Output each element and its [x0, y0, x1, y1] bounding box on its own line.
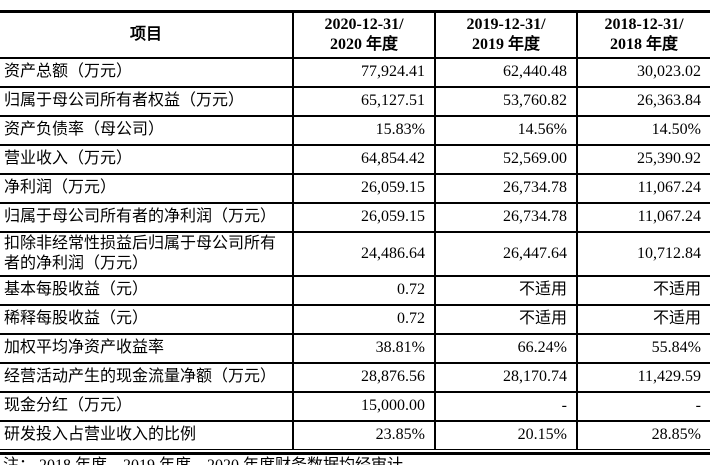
table-header-row: 项目 2020-12-31/ 2020 年度 2019-12-31/ 2019 …	[0, 11, 710, 59]
row-label-cell: 基本每股收益（元）	[0, 275, 293, 306]
value-2018-cell: 11,429.59	[576, 362, 710, 393]
header-period-2019-line1: 2019-12-31/	[466, 15, 546, 33]
value-2019-cell: 52,569.00	[434, 144, 577, 175]
value-2018-cell: 28.85%	[576, 420, 710, 450]
header-item-cell: 项目	[0, 11, 293, 59]
value-2018-cell: 11,067.24	[576, 173, 710, 204]
value-2018-cell: 55.84%	[576, 333, 710, 364]
row-label-cell: 稀释每股收益（元）	[0, 304, 293, 335]
row-label-cell: 研发投入占营业收入的比例	[0, 420, 293, 450]
table-row-rd-ratio: 研发投入占营业收入的比例 23.85% 20.15% 28.85%	[0, 420, 710, 450]
value-2018-cell: 25,390.92	[576, 144, 710, 175]
value-2019-cell: 不适用	[434, 304, 577, 335]
value-2019-cell: 53,760.82	[434, 86, 577, 117]
table-row-weighted-roe: 加权平均净资产收益率 38.81% 66.24% 55.84%	[0, 333, 710, 364]
row-label-cell: 资产总额（万元）	[0, 57, 293, 88]
table-row-total-assets: 资产总额（万元） 77,924.41 62,440.48 30,023.02	[0, 57, 710, 88]
value-2019-cell: 14.56%	[434, 115, 577, 146]
bottom-rule-gap	[0, 450, 710, 452]
header-period-2018-cell: 2018-12-31/ 2018 年度	[576, 11, 710, 59]
row-label-cell: 现金分红（万元）	[0, 391, 293, 422]
row-label-cell: 经营活动产生的现金流量净额（万元）	[0, 362, 293, 393]
row-label-cell: 归属于母公司所有者权益（万元）	[0, 86, 293, 117]
header-period-2019-line2: 2019 年度	[471, 35, 540, 53]
table-row-revenue: 营业收入（万元） 64,854.42 52,569.00 25,390.92	[0, 144, 710, 175]
footnote-clipped: 注： 2018 年度、2019 年度、2020 年度财务数据均经审计	[3, 457, 703, 465]
value-2020-cell: 64,854.42	[292, 144, 435, 175]
value-2019-cell: 28,170.74	[434, 362, 577, 393]
header-period-2020-line1: 2020-12-31/	[324, 15, 404, 33]
row-label-cell: 营业收入（万元）	[0, 144, 293, 175]
value-2018-cell: 不适用	[576, 275, 710, 306]
value-2019-cell: 62,440.48	[434, 57, 577, 88]
header-period-2020-cell: 2020-12-31/ 2020 年度	[292, 11, 435, 59]
row-label-cell: 归属于母公司所有者的净利润（万元）	[0, 202, 293, 233]
value-2019-cell: -	[434, 391, 577, 422]
header-period-2020-line2: 2020 年度	[329, 35, 398, 53]
value-2018-cell: 14.50%	[576, 115, 710, 146]
table-row-basic-eps: 基本每股收益（元） 0.72 不适用 不适用	[0, 275, 710, 306]
value-2019-cell: 26,734.78	[434, 173, 577, 204]
value-2019-cell: 26,447.64	[434, 231, 577, 277]
table-row-debt-ratio: 资产负债率（母公司） 15.83% 14.56% 14.50%	[0, 115, 710, 146]
table-bottom-rule	[0, 452, 710, 455]
value-2019-cell: 20.15%	[434, 420, 577, 450]
value-2020-cell: 23.85%	[292, 420, 435, 450]
table-row-parent-equity: 归属于母公司所有者权益（万元） 65,127.51 53,760.82 26,3…	[0, 86, 710, 117]
value-2018-cell: -	[576, 391, 710, 422]
row-label-cell: 净利润（万元）	[0, 173, 293, 204]
table-row-deducted-net-profit: 扣除非经常性损益后归属于母公司所有者的净利润（万元） 24,486.64 26,…	[0, 231, 710, 277]
row-label-cell: 资产负债率（母公司）	[0, 115, 293, 146]
row-label-cell: 加权平均净资产收益率	[0, 333, 293, 364]
table-row-cash-dividend: 现金分红（万元） 15,000.00 - -	[0, 391, 710, 422]
table-row-operating-cash-flow: 经营活动产生的现金流量净额（万元） 28,876.56 28,170.74 11…	[0, 362, 710, 393]
header-period-2018-line2: 2018 年度	[609, 35, 678, 53]
value-2020-cell: 38.81%	[292, 333, 435, 364]
value-2018-cell: 不适用	[576, 304, 710, 335]
table-row-parent-net-profit: 归属于母公司所有者的净利润（万元） 26,059.15 26,734.78 11…	[0, 202, 710, 233]
header-period-2019-cell: 2019-12-31/ 2019 年度	[434, 11, 577, 59]
table-row-diluted-eps: 稀释每股收益（元） 0.72 不适用 不适用	[0, 304, 710, 335]
value-2020-cell: 0.72	[292, 304, 435, 335]
value-2018-cell: 30,023.02	[576, 57, 710, 88]
value-2020-cell: 26,059.15	[292, 202, 435, 233]
row-label-cell: 扣除非经常性损益后归属于母公司所有者的净利润（万元）	[0, 231, 293, 277]
value-2020-cell: 77,924.41	[292, 57, 435, 88]
value-2020-cell: 0.72	[292, 275, 435, 306]
value-2020-cell: 28,876.56	[292, 362, 435, 393]
value-2019-cell: 不适用	[434, 275, 577, 306]
value-2019-cell: 26,734.78	[434, 202, 577, 233]
value-2020-cell: 15,000.00	[292, 391, 435, 422]
value-2018-cell: 11,067.24	[576, 202, 710, 233]
value-2020-cell: 24,486.64	[292, 231, 435, 277]
financial-summary-table: 项目 2020-12-31/ 2020 年度 2019-12-31/ 2019 …	[0, 10, 710, 450]
value-2020-cell: 15.83%	[292, 115, 435, 146]
value-2018-cell: 10,712.84	[576, 231, 710, 277]
value-2019-cell: 66.24%	[434, 333, 577, 364]
value-2018-cell: 26,363.84	[576, 86, 710, 117]
header-period-2018-line1: 2018-12-31/	[604, 15, 684, 33]
table-row-net-profit: 净利润（万元） 26,059.15 26,734.78 11,067.24	[0, 173, 710, 204]
value-2020-cell: 65,127.51	[292, 86, 435, 117]
value-2020-cell: 26,059.15	[292, 173, 435, 204]
